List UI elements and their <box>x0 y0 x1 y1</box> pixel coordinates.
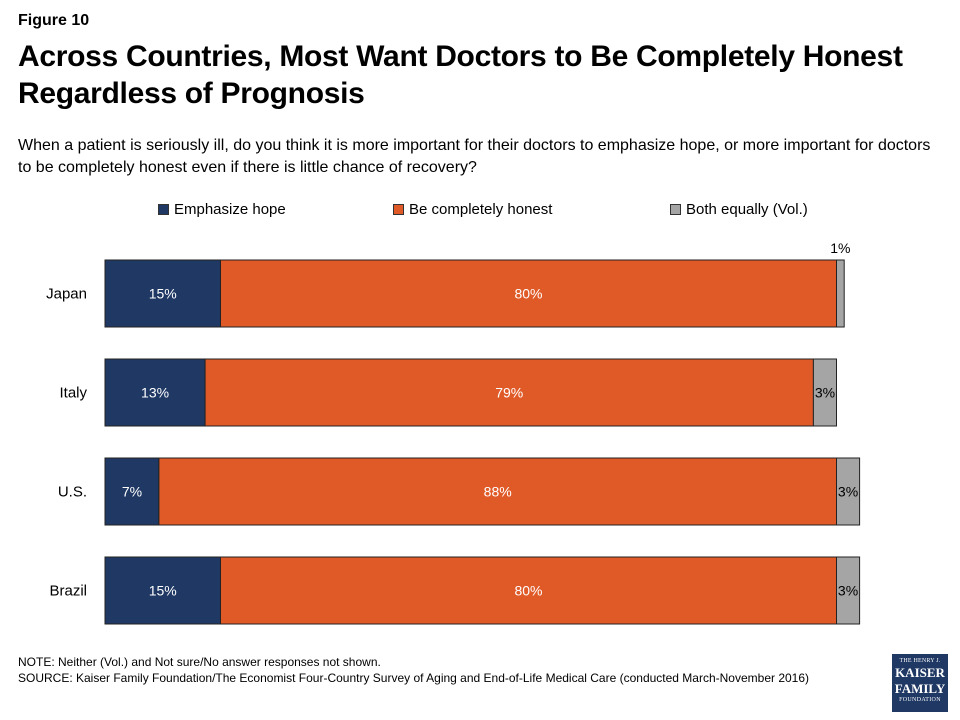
logo-line-3: FAMILY <box>894 681 946 696</box>
chart-notes: NOTE: Neither (Vol.) and Not sure/No ans… <box>18 654 868 686</box>
logo-line-1: THE HENRY J. <box>899 658 941 664</box>
bar-italy-emphasize-hope <box>104 358 206 427</box>
bar-u-s-be-completely-honest <box>158 457 837 526</box>
legend-label-emphasize-hope: Emphasize hope <box>174 201 286 218</box>
data-label-u-s-emphasize-hope: 7% <box>122 484 142 500</box>
legend-item-be-completely-honest: Be completely honest <box>393 201 552 218</box>
bar-brazil-both-equally-vol <box>836 556 861 625</box>
bar-italy-be-completely-honest <box>204 358 814 427</box>
kff-logo: THE HENRY J. KAISER FAMILY FOUNDATION <box>892 654 948 712</box>
bar-japan-be-completely-honest <box>220 259 837 328</box>
legend-swatch-be-completely-honest <box>393 204 404 215</box>
bar-u-s-both-equally-vol <box>836 457 861 526</box>
data-label-italy-both-equally-vol: 3% <box>815 385 835 401</box>
category-label-italy: Italy <box>59 385 87 402</box>
data-label-brazil-both-equally-vol: 3% <box>838 583 858 599</box>
legend-swatch-emphasize-hope <box>158 204 169 215</box>
data-label-u-s-be-completely-honest: 88% <box>484 484 512 500</box>
data-label-brazil-be-completely-honest: 80% <box>514 583 542 599</box>
logo-line-2: KAISER <box>895 665 945 680</box>
figure-label: Figure 10 <box>18 12 90 29</box>
bar-brazil-emphasize-hope <box>104 556 221 625</box>
data-label-italy-emphasize-hope: 13% <box>141 385 169 401</box>
data-label-italy-be-completely-honest: 79% <box>495 385 523 401</box>
bar-japan-both-equally-vol <box>836 259 845 328</box>
legend-item-emphasize-hope: Emphasize hope <box>158 201 286 218</box>
logo-line-4: FOUNDATION <box>899 697 941 703</box>
note-text: NOTE: Neither (Vol.) and Not sure/No ans… <box>18 655 381 669</box>
data-label-japan-both-equally-vol: 1% <box>830 240 850 256</box>
legend-item-both-equally: Both equally (Vol.) <box>670 201 808 218</box>
category-label-brazil: Brazil <box>49 583 87 600</box>
category-label-japan: Japan <box>46 286 87 303</box>
data-label-u-s-both-equally-vol: 3% <box>838 484 858 500</box>
bar-u-s-emphasize-hope <box>104 457 160 526</box>
legend-label-both-equally: Both equally (Vol.) <box>686 201 808 218</box>
source-text: SOURCE: Kaiser Family Foundation/The Eco… <box>18 671 810 685</box>
legend-label-be-completely-honest: Be completely honest <box>409 201 553 218</box>
data-label-japan-be-completely-honest: 80% <box>514 286 542 302</box>
chart-subtitle: When a patient is seriously ill, do you … <box>18 137 931 176</box>
legend-swatch-both-equally <box>670 204 681 215</box>
bar-japan-emphasize-hope <box>104 259 221 328</box>
bar-brazil-be-completely-honest <box>220 556 837 625</box>
category-label-u-s: U.S. <box>58 484 87 501</box>
data-label-brazil-emphasize-hope: 15% <box>149 583 177 599</box>
stacked-bar-chart: Japan 15% 80% 1% Italy 13% 79% 3% U.S. 7% 88% 3% Bra… <box>46 240 861 625</box>
bar-italy-both-equally-vol <box>812 358 838 427</box>
data-label-japan-emphasize-hope: 15% <box>149 286 177 302</box>
legend: Emphasize hope Be completely honest Both… <box>0 201 960 223</box>
chart-title: Across Countries, Most Want Doctors to B… <box>18 40 903 110</box>
